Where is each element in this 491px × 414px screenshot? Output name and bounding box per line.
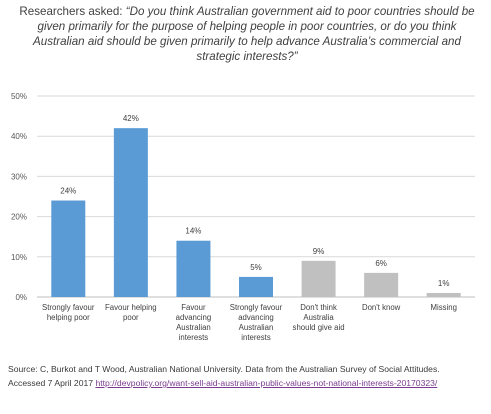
access-line: Accessed 7 April 2017 http://devpolicy.o…: [8, 376, 486, 390]
bar: [301, 260, 336, 297]
source-note: Source: C, Burkot and T Wood, Australian…: [8, 362, 486, 390]
y-tick-label: 0%: [15, 293, 27, 302]
bar: [113, 128, 148, 297]
bar: [426, 292, 461, 297]
x-category-label: Don't know: [362, 303, 401, 312]
title-lead: Researchers asked:: [19, 5, 126, 18]
data-label: 24%: [60, 187, 76, 196]
bar: [176, 240, 211, 297]
x-category-label: should give aid: [293, 323, 345, 332]
x-category-label: interests: [241, 333, 271, 342]
x-category-label: Strongly favour: [42, 303, 95, 312]
data-label: 9%: [313, 247, 325, 256]
x-category-label: advancing: [176, 313, 212, 322]
bar: [364, 272, 399, 297]
x-category-label: Missing: [430, 303, 456, 312]
data-label: 5%: [250, 263, 262, 272]
x-category-label: Favour helping: [105, 303, 157, 312]
x-category-label: interests: [179, 333, 209, 342]
x-category-label: Favour: [181, 303, 206, 312]
data-label: 42%: [123, 114, 139, 123]
x-category-label: Australia: [303, 313, 334, 322]
data-label: 14%: [185, 227, 201, 236]
x-category-label: Australian: [176, 323, 211, 332]
y-tick-label: 10%: [11, 253, 27, 262]
source-line: Source: C, Burkot and T Wood, Australian…: [8, 364, 440, 374]
chart-title: Researchers asked: “Do you think Austral…: [14, 4, 480, 64]
survey-question: “Do you think Australian government aid …: [33, 5, 475, 63]
bar-chart: 0%10%20%30%40%50%24%Strongly favourhelpi…: [11, 92, 475, 342]
y-tick-label: 20%: [11, 213, 27, 222]
x-category-label: Strongly favour: [230, 303, 283, 312]
data-label: 6%: [375, 259, 387, 268]
bar: [239, 276, 273, 297]
x-category-label: helping poor: [47, 313, 90, 322]
x-category-label: advancing: [238, 313, 274, 322]
access-date: Accessed 7 April 2017: [8, 378, 96, 388]
y-tick-label: 40%: [11, 132, 27, 141]
x-category-label: Don't think: [300, 303, 337, 312]
bar: [51, 200, 86, 297]
x-category-label: Australian: [239, 323, 274, 332]
source-link[interactable]: http://devpolicy.org/want-sell-aid-austr…: [95, 378, 438, 388]
y-tick-label: 30%: [11, 172, 27, 181]
data-label: 1%: [438, 279, 450, 288]
x-category-label: poor: [123, 313, 139, 322]
y-tick-label: 50%: [11, 92, 27, 101]
